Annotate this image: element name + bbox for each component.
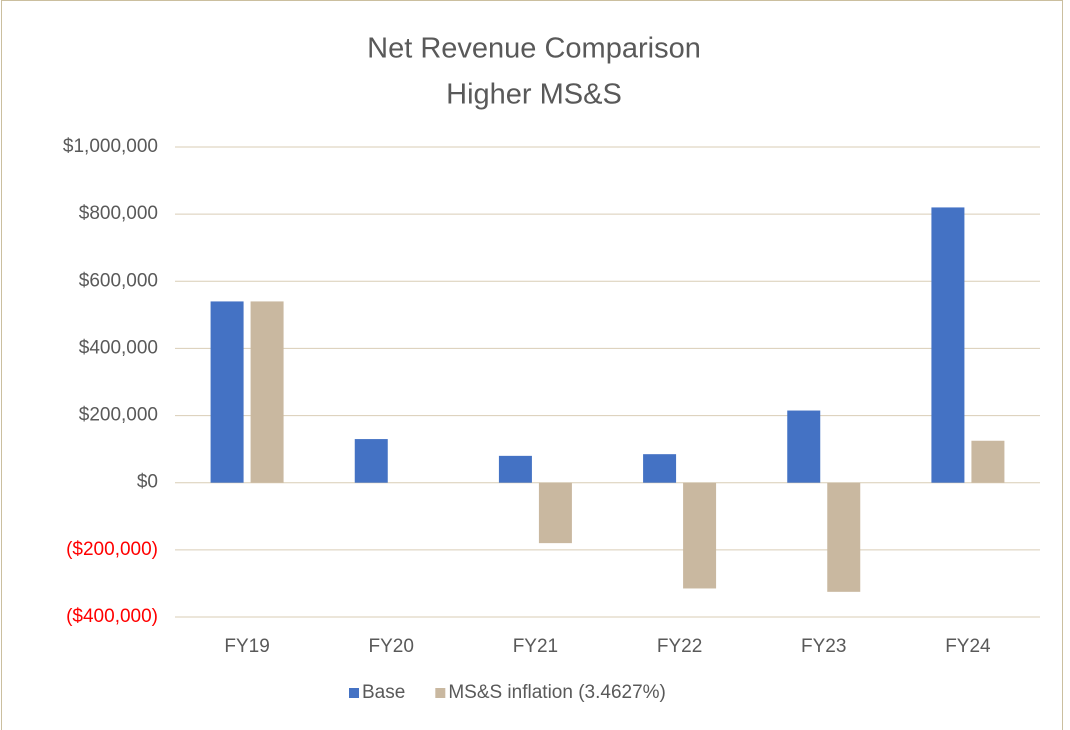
x-tick-label: FY24 — [945, 636, 991, 657]
legend-swatch — [435, 688, 446, 698]
legend-swatch — [349, 688, 359, 698]
y-tick-label: ($200,000) — [66, 539, 158, 560]
bar — [210, 301, 244, 483]
legend-label: Base — [362, 682, 405, 703]
bar — [354, 439, 388, 483]
x-tick-label: FY23 — [801, 636, 846, 657]
y-tick-label: $400,000 — [79, 337, 158, 358]
x-tick-label: FY20 — [369, 636, 414, 657]
x-tick-label: FY22 — [657, 636, 702, 657]
bar — [971, 440, 1005, 483]
bar — [827, 482, 861, 592]
y-tick-label: $1,000,000 — [63, 136, 158, 157]
y-tick-label: ($400,000) — [66, 606, 158, 627]
legend-label: MS&S inflation (3.4627%) — [448, 682, 666, 703]
bar — [538, 482, 572, 544]
y-tick-label: $200,000 — [79, 405, 158, 426]
chart-title: Higher MS&S — [446, 79, 622, 111]
bar — [683, 482, 717, 589]
bar — [643, 454, 677, 483]
chart-title: Net Revenue Comparison — [367, 33, 701, 65]
y-tick-label: $600,000 — [79, 270, 158, 291]
y-tick-label: $800,000 — [79, 203, 158, 224]
bar — [787, 410, 821, 483]
bar — [250, 301, 284, 483]
bar — [498, 455, 532, 483]
bar — [931, 207, 965, 483]
x-tick-label: FY19 — [224, 636, 269, 657]
x-tick-label: FY21 — [513, 636, 558, 657]
y-tick-label: $0 — [137, 472, 158, 493]
